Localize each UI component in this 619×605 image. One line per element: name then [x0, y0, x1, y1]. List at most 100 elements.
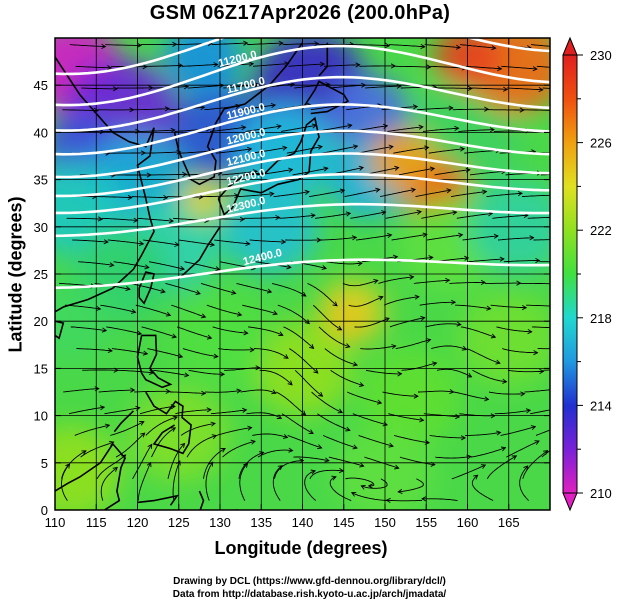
streamline — [64, 304, 101, 310]
streamline-arrow — [215, 266, 221, 272]
streamline-arrow — [418, 124, 424, 130]
streamline-arrow — [397, 488, 403, 495]
streamline-arrow — [301, 291, 307, 297]
streamline — [117, 369, 154, 374]
streamline — [96, 196, 132, 199]
streamline — [460, 44, 496, 49]
streamline-arrow — [170, 404, 176, 410]
coastline-segment — [136, 334, 173, 389]
streamline — [450, 191, 487, 198]
streamline-arrow — [130, 387, 136, 393]
streamline — [153, 369, 189, 376]
streamline-arrow — [520, 391, 526, 397]
streamline — [519, 465, 529, 501]
streamline — [137, 462, 152, 501]
streamline-arrow — [332, 301, 338, 307]
streamline-arrow — [211, 434, 218, 440]
streamline — [361, 478, 388, 489]
streamline — [449, 281, 485, 284]
temperature-blob — [182, 178, 225, 219]
colorbar-top-arrow — [562, 36, 578, 56]
streamline-arrow — [317, 444, 323, 450]
streamline — [100, 304, 136, 313]
streamline — [455, 304, 491, 310]
streamline-arrow — [139, 421, 145, 426]
temperature-blob — [55, 425, 121, 510]
streamline — [104, 407, 140, 415]
streamline-arrow — [484, 396, 490, 402]
streamline-arrow — [420, 43, 426, 50]
streamline — [143, 239, 179, 246]
streamline — [63, 388, 99, 393]
streamline-arrow — [206, 407, 212, 413]
streamline-arrow — [493, 233, 499, 239]
streamline — [329, 476, 352, 502]
streamline-arrow — [388, 442, 394, 448]
streamline-arrow — [213, 353, 219, 359]
streamline — [69, 44, 106, 48]
streamline-arrow — [429, 166, 436, 172]
streamline — [236, 282, 272, 293]
streamline-arrow — [266, 288, 273, 294]
y-tick-label: 5 — [41, 456, 48, 471]
streamline — [418, 390, 454, 393]
streamline — [137, 217, 174, 222]
streamline-arrow — [252, 169, 259, 175]
streamline — [326, 261, 362, 265]
streamline — [393, 146, 429, 154]
streamline — [382, 391, 418, 397]
streamline-arrow — [554, 193, 558, 197]
streamline-arrow — [104, 423, 111, 429]
streamline-arrow — [99, 405, 106, 411]
streamline-arrow — [413, 393, 419, 399]
streamline-arrow — [345, 426, 351, 432]
streamline — [398, 478, 424, 493]
streamline-arrow — [495, 359, 501, 365]
streamline — [524, 389, 550, 393]
streamline-arrow — [255, 365, 261, 371]
x-tick-label: 120 — [127, 515, 149, 530]
streamline-arrow — [517, 190, 523, 197]
streamline-arrow — [554, 108, 558, 112]
streamline — [106, 326, 142, 335]
streamline — [530, 44, 550, 47]
streamline-arrow — [388, 144, 394, 150]
streamline — [320, 236, 357, 241]
streamline-arrow — [525, 408, 532, 414]
streamline-arrow — [94, 386, 100, 392]
streamline-arrow — [249, 347, 255, 353]
streamline-arrow — [308, 429, 314, 434]
streamline-arrow — [385, 497, 391, 503]
streamline-arrow — [523, 465, 529, 471]
colorbar-label: 226 — [590, 136, 612, 151]
streamline — [424, 44, 461, 49]
streamline — [165, 282, 201, 295]
streamline-arrow — [142, 350, 149, 356]
coastline-segment — [178, 226, 221, 280]
streamline — [214, 239, 250, 245]
streamline-arrow — [554, 65, 558, 69]
x-tick-label: 140 — [292, 515, 314, 530]
chart-title: GSM 06Z17Apr2026 (200.0hPa) — [149, 2, 451, 24]
streamline-arrow — [553, 407, 557, 411]
x-tick-labels: 110 115 120 125 130 135 140 145 150 155 160 165 — [45, 515, 520, 530]
streamline — [312, 304, 342, 331]
streamline-arrow — [421, 496, 427, 502]
streamline-arrow — [480, 279, 486, 285]
streamline — [427, 234, 463, 241]
streamline-arrow — [270, 102, 277, 109]
streamline — [274, 460, 304, 479]
streamline — [205, 461, 214, 501]
streamline — [243, 216, 280, 219]
streamline-arrow — [466, 372, 473, 378]
streamline — [468, 258, 504, 263]
streamline-arrow — [533, 350, 539, 356]
streamline-arrow — [552, 282, 556, 286]
streamline — [398, 167, 435, 176]
streamline — [453, 391, 489, 400]
streamline-arrow — [234, 193, 240, 199]
streamline — [388, 413, 424, 421]
streamline-arrow — [360, 484, 366, 490]
streamline — [61, 450, 87, 479]
